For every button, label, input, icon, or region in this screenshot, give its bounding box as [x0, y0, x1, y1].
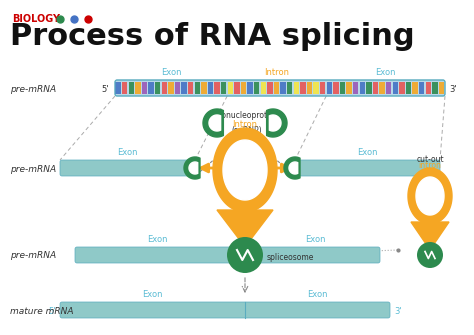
Circle shape [227, 237, 263, 273]
Bar [234, 82, 239, 94]
Bar [182, 82, 187, 94]
Bar [162, 82, 167, 94]
Bar [406, 82, 411, 94]
Bar [142, 82, 147, 94]
Text: pre-mRNA: pre-mRNA [10, 164, 56, 174]
Bar [313, 82, 319, 94]
Text: mature mRNA: mature mRNA [10, 307, 73, 316]
Bar [195, 82, 200, 94]
Bar [116, 82, 121, 94]
Circle shape [417, 242, 443, 268]
Bar [320, 82, 325, 94]
Polygon shape [209, 115, 220, 131]
FancyBboxPatch shape [115, 80, 445, 96]
Bar [340, 82, 345, 94]
FancyBboxPatch shape [251, 247, 380, 263]
Text: Exon: Exon [161, 68, 182, 77]
Polygon shape [223, 140, 267, 200]
Bar [386, 82, 392, 94]
Bar [333, 82, 338, 94]
Polygon shape [408, 168, 452, 224]
Bar [432, 82, 438, 94]
Text: 3': 3' [449, 84, 456, 93]
Text: spliceosome: spliceosome [267, 254, 314, 263]
Bar [188, 82, 193, 94]
Text: Intron: Intron [233, 120, 257, 129]
Bar [419, 82, 424, 94]
Bar [392, 82, 398, 94]
Bar [287, 82, 292, 94]
Bar [274, 82, 279, 94]
Bar [281, 82, 286, 94]
Bar [254, 82, 259, 94]
Bar [380, 82, 385, 94]
Bar [135, 82, 141, 94]
Text: cut-out: cut-out [416, 155, 444, 164]
FancyBboxPatch shape [75, 247, 239, 263]
Bar [439, 82, 444, 94]
Bar [399, 82, 405, 94]
Polygon shape [284, 157, 300, 179]
FancyBboxPatch shape [60, 160, 195, 176]
Polygon shape [184, 157, 200, 179]
Bar [426, 82, 431, 94]
Bar [346, 82, 352, 94]
Text: 5': 5' [48, 307, 56, 316]
Bar [412, 82, 418, 94]
Text: ribonucleoproteins: ribonucleoproteins [211, 111, 283, 120]
Bar [294, 82, 299, 94]
Text: Exon: Exon [305, 235, 326, 244]
Bar [327, 82, 332, 94]
Bar [168, 82, 173, 94]
Polygon shape [189, 162, 198, 174]
Bar [208, 82, 213, 94]
Text: Exon: Exon [117, 148, 138, 157]
Bar [366, 82, 372, 94]
Text: (snRNP): (snRNP) [232, 126, 262, 135]
Bar [360, 82, 365, 94]
Bar [221, 82, 227, 94]
Text: 3': 3' [394, 307, 401, 316]
Text: intron: intron [419, 161, 441, 170]
Polygon shape [203, 109, 223, 137]
Bar [122, 82, 128, 94]
Bar [353, 82, 358, 94]
Bar [228, 82, 233, 94]
Bar [129, 82, 134, 94]
FancyBboxPatch shape [60, 302, 390, 318]
Polygon shape [416, 177, 444, 215]
Text: Exon: Exon [147, 235, 167, 244]
Text: Exon: Exon [375, 68, 396, 77]
Polygon shape [411, 222, 449, 244]
Text: Intron: Intron [264, 68, 289, 77]
Text: pre-mRNA: pre-mRNA [10, 252, 56, 261]
Text: Exon: Exon [357, 148, 378, 157]
Text: Exon: Exon [307, 290, 328, 299]
Bar [373, 82, 378, 94]
Polygon shape [217, 210, 273, 239]
Polygon shape [269, 115, 281, 131]
Bar [307, 82, 312, 94]
Bar [148, 82, 154, 94]
Bar [241, 82, 246, 94]
Text: Intron: Intron [233, 148, 257, 157]
Bar [201, 82, 207, 94]
FancyBboxPatch shape [295, 160, 440, 176]
Polygon shape [289, 162, 298, 174]
Bar [301, 82, 306, 94]
Polygon shape [267, 109, 287, 137]
Bar [155, 82, 160, 94]
Bar [267, 82, 273, 94]
Text: Process of RNA splicing: Process of RNA splicing [10, 22, 415, 51]
Text: 5': 5' [101, 84, 109, 93]
Bar [175, 82, 180, 94]
Bar [261, 82, 266, 94]
Text: pre-mRNA: pre-mRNA [10, 84, 56, 93]
Text: Exon: Exon [142, 290, 163, 299]
Bar [215, 82, 220, 94]
Polygon shape [213, 128, 277, 212]
Bar [247, 82, 253, 94]
Text: BIOLOGY: BIOLOGY [12, 14, 60, 24]
